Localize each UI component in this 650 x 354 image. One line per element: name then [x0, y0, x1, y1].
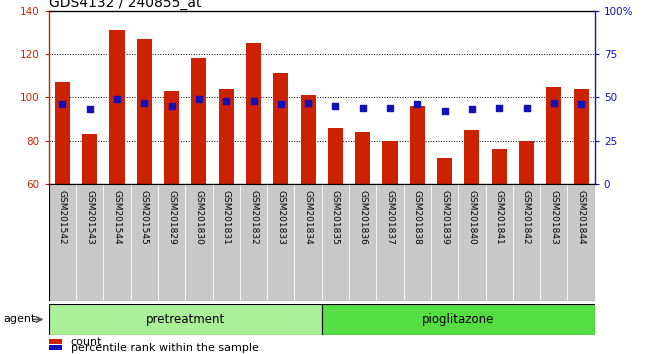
Text: pioglitazone: pioglitazone — [422, 313, 495, 326]
Bar — [349, 184, 376, 301]
Bar — [136, 39, 152, 184]
Bar — [191, 58, 207, 184]
Bar — [273, 74, 289, 184]
Text: GSM201842: GSM201842 — [522, 190, 531, 245]
Point — [358, 105, 368, 110]
Text: pretreatment: pretreatment — [146, 313, 225, 326]
Text: GSM201544: GSM201544 — [112, 190, 122, 245]
Point — [385, 105, 395, 110]
Text: GSM201831: GSM201831 — [222, 190, 231, 245]
Bar — [49, 339, 62, 344]
Bar — [49, 184, 76, 301]
Bar — [410, 106, 425, 184]
Text: GSM201837: GSM201837 — [385, 190, 395, 245]
Bar — [49, 304, 322, 335]
Point — [166, 103, 177, 109]
Bar — [546, 86, 562, 184]
Bar — [131, 184, 158, 301]
Point — [494, 105, 504, 110]
Bar — [82, 134, 98, 184]
Point — [330, 103, 341, 109]
Bar — [76, 184, 103, 301]
Bar — [404, 184, 431, 301]
Bar — [164, 91, 179, 184]
Point — [112, 96, 122, 102]
Bar — [491, 149, 507, 184]
Bar — [109, 30, 125, 184]
Point — [576, 102, 586, 107]
Text: GSM201834: GSM201834 — [304, 190, 313, 245]
Bar — [218, 89, 234, 184]
Text: GSM201841: GSM201841 — [495, 190, 504, 245]
Text: GSM201829: GSM201829 — [167, 190, 176, 245]
Bar — [431, 184, 458, 301]
Text: GSM201843: GSM201843 — [549, 190, 558, 245]
Text: GSM201830: GSM201830 — [194, 190, 203, 245]
Bar — [213, 184, 240, 301]
Text: GSM201838: GSM201838 — [413, 190, 422, 245]
Bar — [458, 184, 486, 301]
Bar — [300, 95, 316, 184]
Bar — [437, 158, 452, 184]
Text: GSM201542: GSM201542 — [58, 190, 67, 245]
Bar — [103, 184, 131, 301]
Point — [84, 107, 95, 112]
Text: GSM201839: GSM201839 — [440, 190, 449, 245]
Point — [549, 100, 559, 105]
Bar — [185, 184, 213, 301]
Point — [412, 102, 423, 107]
Bar — [49, 345, 62, 350]
Text: percentile rank within the sample: percentile rank within the sample — [71, 343, 259, 353]
Point — [194, 96, 204, 102]
Point — [439, 108, 450, 114]
Text: agent: agent — [3, 314, 36, 325]
Text: GDS4132 / 240855_at: GDS4132 / 240855_at — [49, 0, 202, 10]
Point — [276, 102, 286, 107]
Bar — [519, 141, 534, 184]
Point — [57, 102, 68, 107]
Point — [467, 107, 477, 112]
Text: GSM201840: GSM201840 — [467, 190, 476, 245]
Text: count: count — [71, 337, 102, 347]
Bar — [158, 184, 185, 301]
Text: GSM201836: GSM201836 — [358, 190, 367, 245]
Bar — [328, 128, 343, 184]
Text: GSM201844: GSM201844 — [577, 190, 586, 245]
Bar — [322, 304, 595, 335]
Bar — [513, 184, 540, 301]
Bar — [540, 184, 567, 301]
Point — [521, 105, 532, 110]
Bar — [382, 141, 398, 184]
Bar — [573, 89, 589, 184]
Bar — [567, 184, 595, 301]
Text: GSM201835: GSM201835 — [331, 190, 340, 245]
Text: GSM201543: GSM201543 — [85, 190, 94, 245]
Bar — [464, 130, 480, 184]
Text: GSM201832: GSM201832 — [249, 190, 258, 245]
Point — [139, 100, 150, 105]
Bar — [294, 184, 322, 301]
Bar — [376, 184, 404, 301]
Bar — [55, 82, 70, 184]
Bar — [322, 184, 349, 301]
Bar — [246, 43, 261, 184]
Bar — [486, 184, 513, 301]
Bar — [355, 132, 370, 184]
Text: GSM201833: GSM201833 — [276, 190, 285, 245]
Point — [221, 98, 231, 104]
Point — [248, 98, 259, 104]
Text: GSM201545: GSM201545 — [140, 190, 149, 245]
Point — [303, 100, 313, 105]
Bar — [240, 184, 267, 301]
Bar — [267, 184, 294, 301]
